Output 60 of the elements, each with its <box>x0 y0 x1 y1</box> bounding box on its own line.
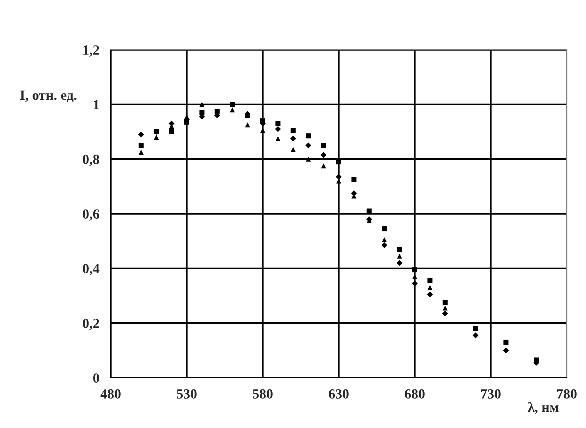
x-tick-label: 680 <box>405 390 425 399</box>
point <box>290 128 296 134</box>
point <box>397 247 402 252</box>
point <box>138 150 144 156</box>
point <box>200 110 205 116</box>
point <box>306 156 312 162</box>
x-tick-label: 480 <box>100 390 121 399</box>
point <box>503 348 510 354</box>
y-tick-label: 0,8 <box>83 154 100 166</box>
point <box>321 164 326 169</box>
x-axis-title: λ, нм <box>528 402 559 414</box>
y-tick-label: 0,2 <box>83 318 100 330</box>
point <box>382 226 388 232</box>
point <box>351 190 358 196</box>
point <box>382 237 388 242</box>
point <box>396 260 403 266</box>
y-tick-label: 0,4 <box>83 264 100 276</box>
point <box>352 177 357 182</box>
point <box>138 143 144 148</box>
point <box>336 160 342 165</box>
point <box>472 332 479 339</box>
y-tick-label: 0 <box>93 374 100 383</box>
point <box>320 152 327 158</box>
x-tick-label: 730 <box>481 390 501 399</box>
point <box>138 132 144 138</box>
point <box>230 102 236 108</box>
point <box>245 122 250 128</box>
x-tick-label: 630 <box>329 390 349 399</box>
point <box>306 134 312 139</box>
point <box>412 268 418 273</box>
point <box>504 340 509 345</box>
point <box>428 278 433 284</box>
y-tick-label: 1,2 <box>84 46 100 57</box>
point <box>427 292 434 298</box>
point <box>442 306 448 311</box>
x-tick-label: 780 <box>557 390 577 399</box>
x-tick-label: 530 <box>177 390 197 399</box>
point <box>442 310 448 317</box>
point <box>276 136 281 142</box>
point <box>473 326 478 332</box>
y-tick-label: 1 <box>94 100 100 110</box>
y-tick-label: 0,6 <box>83 210 100 221</box>
y-axis-title: I, отн. ед. <box>20 90 77 102</box>
point <box>230 108 236 113</box>
point <box>382 242 388 248</box>
point <box>321 143 326 148</box>
point <box>428 285 433 290</box>
point <box>397 254 402 259</box>
point <box>154 134 160 140</box>
point <box>366 208 372 214</box>
point <box>290 136 296 142</box>
x-tick-label: 580 <box>253 390 273 399</box>
point <box>290 147 296 152</box>
point <box>169 129 174 135</box>
point <box>306 142 312 149</box>
point <box>214 108 220 114</box>
point <box>276 121 281 126</box>
point <box>200 102 205 108</box>
point <box>442 300 448 306</box>
point <box>275 126 282 132</box>
